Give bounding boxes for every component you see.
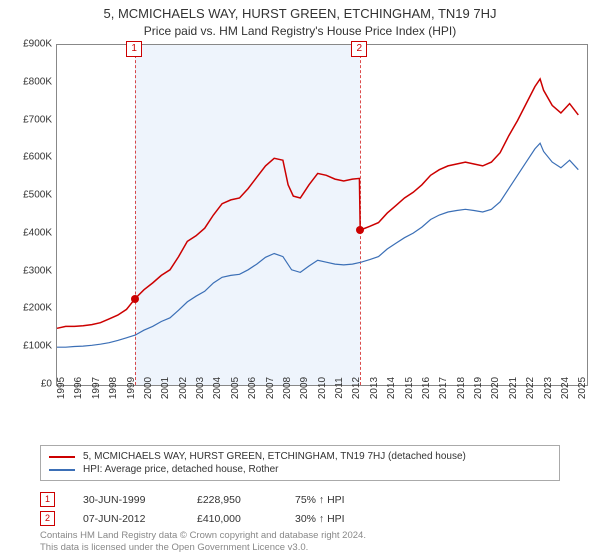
plot-area bbox=[56, 44, 588, 386]
marker-box-2: 2 bbox=[351, 41, 367, 57]
ytick-label: £600K bbox=[8, 152, 52, 163]
xtick-label: 2001 bbox=[160, 377, 171, 399]
transaction-marker-1: 1 bbox=[40, 492, 55, 507]
transaction-pct-1: 75% ↑ HPI bbox=[295, 494, 365, 506]
xtick-label: 2002 bbox=[178, 377, 189, 399]
ytick-label: £100K bbox=[8, 341, 52, 352]
xtick-label: 1995 bbox=[56, 377, 67, 399]
xtick-label: 2014 bbox=[386, 377, 397, 399]
legend-swatch-property bbox=[49, 456, 75, 458]
xtick-label: 2023 bbox=[543, 377, 554, 399]
transaction-pct-2: 30% ↑ HPI bbox=[295, 513, 365, 525]
transaction-date-2: 07-JUN-2012 bbox=[83, 513, 169, 525]
transaction-row-1: 1 30-JUN-1999 £228,950 75% ↑ HPI bbox=[40, 490, 365, 509]
dot-2 bbox=[356, 226, 364, 234]
ytick-label: £800K bbox=[8, 76, 52, 87]
xtick-label: 2006 bbox=[247, 377, 258, 399]
ytick-label: £0 bbox=[8, 379, 52, 390]
xtick-label: 2005 bbox=[230, 377, 241, 399]
xtick-label: 2009 bbox=[299, 377, 310, 399]
xtick-label: 2024 bbox=[560, 377, 571, 399]
xtick-label: 2003 bbox=[195, 377, 206, 399]
ytick-label: £200K bbox=[8, 303, 52, 314]
xtick-label: 2017 bbox=[438, 377, 449, 399]
chart-area: 1 2 £0£100K£200K£300K£400K£500K£600K£700… bbox=[12, 44, 592, 424]
legend-item-hpi: HPI: Average price, detached house, Roth… bbox=[49, 463, 551, 476]
ytick-label: £900K bbox=[8, 39, 52, 50]
transaction-row-2: 2 07-JUN-2012 £410,000 30% ↑ HPI bbox=[40, 509, 365, 528]
xtick-label: 2020 bbox=[490, 377, 501, 399]
xtick-label: 2007 bbox=[265, 377, 276, 399]
xtick-label: 2010 bbox=[317, 377, 328, 399]
xtick-label: 1998 bbox=[108, 377, 119, 399]
transaction-marker-2: 2 bbox=[40, 511, 55, 526]
page-subtitle: Price paid vs. HM Land Registry's House … bbox=[0, 24, 600, 38]
legend-swatch-hpi bbox=[49, 469, 75, 471]
footer-line2: This data is licensed under the Open Gov… bbox=[40, 542, 366, 554]
xtick-label: 2022 bbox=[525, 377, 536, 399]
footer-line1: Contains HM Land Registry data © Crown c… bbox=[40, 530, 366, 542]
xtick-label: 2008 bbox=[282, 377, 293, 399]
xtick-label: 2018 bbox=[456, 377, 467, 399]
ytick-label: £700K bbox=[8, 114, 52, 125]
xtick-label: 2025 bbox=[577, 377, 588, 399]
transactions-table: 1 30-JUN-1999 £228,950 75% ↑ HPI 2 07-JU… bbox=[40, 490, 365, 528]
marker-box-1: 1 bbox=[126, 41, 142, 57]
legend-label-hpi: HPI: Average price, detached house, Roth… bbox=[83, 464, 279, 475]
xtick-label: 1997 bbox=[91, 377, 102, 399]
xtick-label: 2004 bbox=[212, 377, 223, 399]
legend-item-property: 5, MCMICHAELS WAY, HURST GREEN, ETCHINGH… bbox=[49, 450, 551, 463]
xtick-label: 2013 bbox=[369, 377, 380, 399]
xtick-label: 2011 bbox=[334, 377, 345, 399]
dot-1 bbox=[131, 295, 139, 303]
ytick-label: £300K bbox=[8, 265, 52, 276]
footer: Contains HM Land Registry data © Crown c… bbox=[40, 530, 366, 554]
xtick-label: 2019 bbox=[473, 377, 484, 399]
ytick-label: £400K bbox=[8, 227, 52, 238]
xtick-label: 2021 bbox=[508, 377, 519, 399]
xtick-label: 2000 bbox=[143, 377, 154, 399]
legend-label-property: 5, MCMICHAELS WAY, HURST GREEN, ETCHINGH… bbox=[83, 451, 466, 462]
xtick-label: 2015 bbox=[404, 377, 415, 399]
xtick-label: 1999 bbox=[126, 377, 137, 399]
xtick-label: 1996 bbox=[73, 377, 84, 399]
transaction-price-2: £410,000 bbox=[197, 513, 267, 525]
page-title: 5, MCMICHAELS WAY, HURST GREEN, ETCHINGH… bbox=[0, 6, 600, 21]
transaction-date-1: 30-JUN-1999 bbox=[83, 494, 169, 506]
ytick-label: £500K bbox=[8, 190, 52, 201]
chart-svg bbox=[57, 45, 587, 385]
xtick-label: 2016 bbox=[421, 377, 432, 399]
transaction-price-1: £228,950 bbox=[197, 494, 267, 506]
legend: 5, MCMICHAELS WAY, HURST GREEN, ETCHINGH… bbox=[40, 445, 560, 481]
xtick-label: 2012 bbox=[351, 377, 362, 399]
